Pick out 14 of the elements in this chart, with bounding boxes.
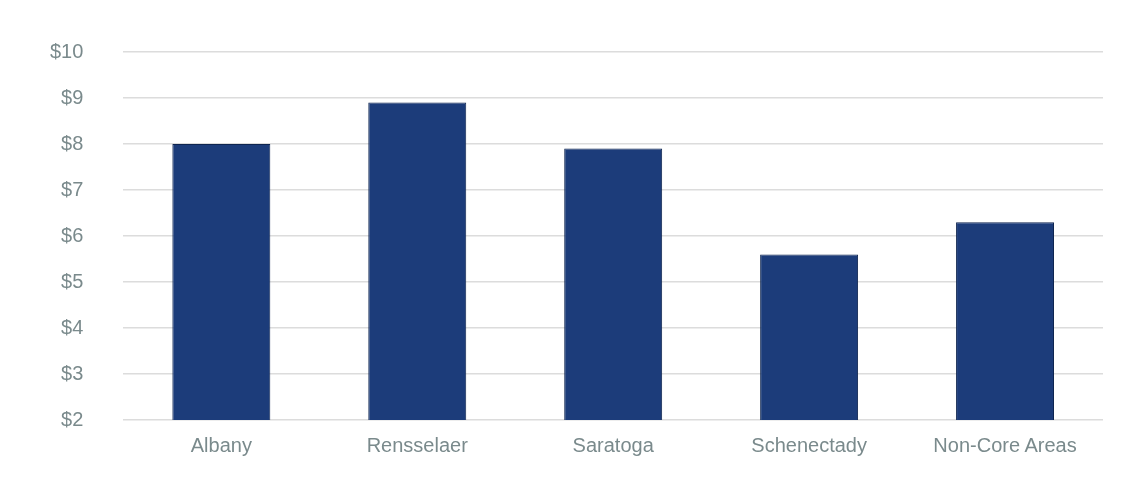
x-tick-label: Non-Core Areas [933, 433, 1077, 456]
y-tick-label: $5 [61, 269, 84, 292]
y-tick-label: $2 [61, 407, 84, 430]
y-tick-label: $8 [61, 131, 84, 154]
x-tick-label: Albany [190, 433, 252, 456]
y-tick-label: $6 [61, 223, 84, 246]
y-tick-label: $3 [61, 361, 84, 384]
y-tick-label: $9 [61, 85, 84, 108]
y-tick-label: $10 [49, 39, 84, 62]
y-tick-label: $7 [61, 177, 84, 200]
x-tick-label: Schenectady [751, 433, 867, 456]
x-tick-label: Saratoga [572, 433, 655, 456]
y-tick-label: $4 [61, 315, 84, 338]
x-tick-label: Rensselaer [366, 433, 469, 456]
